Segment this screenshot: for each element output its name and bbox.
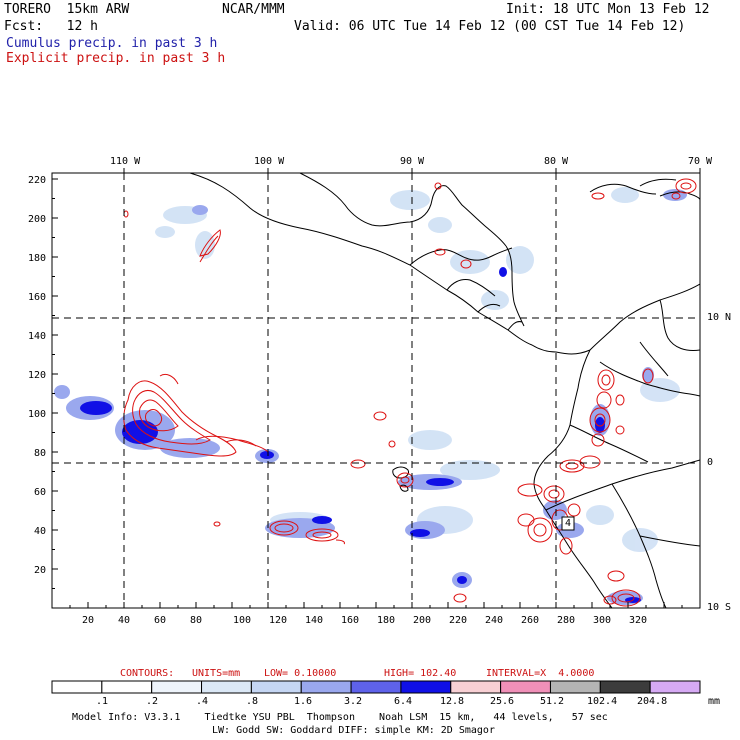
y-tick-label: 40 xyxy=(34,526,47,537)
y-tick-label: 160 xyxy=(28,292,47,303)
x-tick-label: 220 xyxy=(449,615,468,626)
forecast-hour: Fcst: 12 h xyxy=(4,19,98,34)
cumulus-light-patches xyxy=(155,187,680,552)
model-info-line1: Model Info: V3.3.1 Tiedtke YSU PBL Thomp… xyxy=(72,712,608,723)
x-axis-ticks xyxy=(69,602,683,608)
x-tick-label: 180 xyxy=(377,615,396,626)
x-tick-label: 300 xyxy=(593,615,612,626)
y-tick-label: 220 xyxy=(28,175,47,186)
colorbar-value: 25.6 xyxy=(490,696,515,707)
cumulus-medium-patches xyxy=(54,189,687,605)
contour-units: UNITS=mm xyxy=(192,668,241,679)
colorbar-value: .2 xyxy=(146,696,159,707)
y-tick-label: 200 xyxy=(28,214,47,225)
y-tick-label: 80 xyxy=(34,448,47,459)
lon-ticks xyxy=(123,168,701,173)
organization-label: NCAR/MMM xyxy=(222,2,285,17)
y-tick-label: 20 xyxy=(34,565,47,576)
x-tick-label: 200 xyxy=(413,615,432,626)
colorbar-value: 6.4 xyxy=(394,696,413,707)
lon-label: 100 W xyxy=(254,156,285,167)
x-tick-label: 100 xyxy=(233,615,252,626)
colorbar-unit: mm xyxy=(708,696,721,707)
colorbar-value: .1 xyxy=(96,696,109,707)
colorbar-value: 12.8 xyxy=(440,696,465,707)
x-tick-label: 320 xyxy=(629,615,648,626)
colorbar-value: 3.2 xyxy=(344,696,363,707)
model-title: TORERO 15km ARW xyxy=(4,2,130,17)
x-tick-label: 40 xyxy=(118,615,131,626)
x-tick-label: 280 xyxy=(557,615,576,626)
colorbar-value: .8 xyxy=(246,696,259,707)
contour-high: HIGH= 102.40 xyxy=(384,668,457,679)
colorbar-value: 1.6 xyxy=(294,696,313,707)
y-tick-label: 120 xyxy=(28,370,47,381)
explicit-precip-contours xyxy=(123,178,697,607)
y-axis-ticks xyxy=(52,178,58,589)
x-tick-label: 60 xyxy=(154,615,167,626)
colorbar-value: 204.8 xyxy=(637,696,668,707)
lat-label: 10 S xyxy=(707,602,732,613)
x-tick-label: 260 xyxy=(521,615,540,626)
x-tick-label: 240 xyxy=(485,615,504,626)
field-cumulus-label: Cumulus precip. in past 3 h xyxy=(6,36,218,51)
map-content xyxy=(52,173,700,608)
lon-label: 80 W xyxy=(544,156,569,167)
colorbar-value: .4 xyxy=(196,696,209,707)
contour-label: 4 xyxy=(565,518,572,529)
lon-label: 90 W xyxy=(400,156,425,167)
lon-label: 110 W xyxy=(110,156,141,167)
y-tick-label: 100 xyxy=(28,409,47,420)
lat-label: 0 xyxy=(707,457,714,468)
contour-info-label: CONTOURS: xyxy=(120,668,175,679)
lat-lon-grid xyxy=(52,173,700,608)
init-time: Init: 18 UTC Mon 13 Feb 12 xyxy=(506,2,710,17)
cumulus-heavy-patches xyxy=(80,267,641,603)
field-explicit-label: Explicit precip. in past 3 h xyxy=(6,51,226,66)
lat-label: 10 N xyxy=(707,312,732,323)
x-tick-label: 20 xyxy=(82,615,95,626)
x-tick-label: 160 xyxy=(341,615,360,626)
valid-time: Valid: 06 UTC Tue 14 Feb 12 (00 CST Tue … xyxy=(294,19,686,34)
x-tick-label: 80 xyxy=(190,615,203,626)
y-tick-label: 140 xyxy=(28,331,47,342)
model-info-line2: LW: Godd SW: Goddard DIFF: simple KM: 2D… xyxy=(212,725,495,736)
y-tick-label: 60 xyxy=(34,487,47,498)
lon-label: 70 W xyxy=(688,156,713,167)
contour-low: LOW= 0.10000 xyxy=(264,668,337,679)
colorbar-value: 102.4 xyxy=(587,696,618,707)
y-tick-label: 180 xyxy=(28,253,47,264)
colorbar-value: 51.2 xyxy=(540,696,565,707)
coastlines xyxy=(189,173,700,608)
x-tick-label: 140 xyxy=(305,615,324,626)
contour-label-box xyxy=(561,516,575,531)
x-tick-label: 120 xyxy=(269,615,288,626)
contour-interval: INTERVAL=X 4.0000 xyxy=(486,668,595,679)
